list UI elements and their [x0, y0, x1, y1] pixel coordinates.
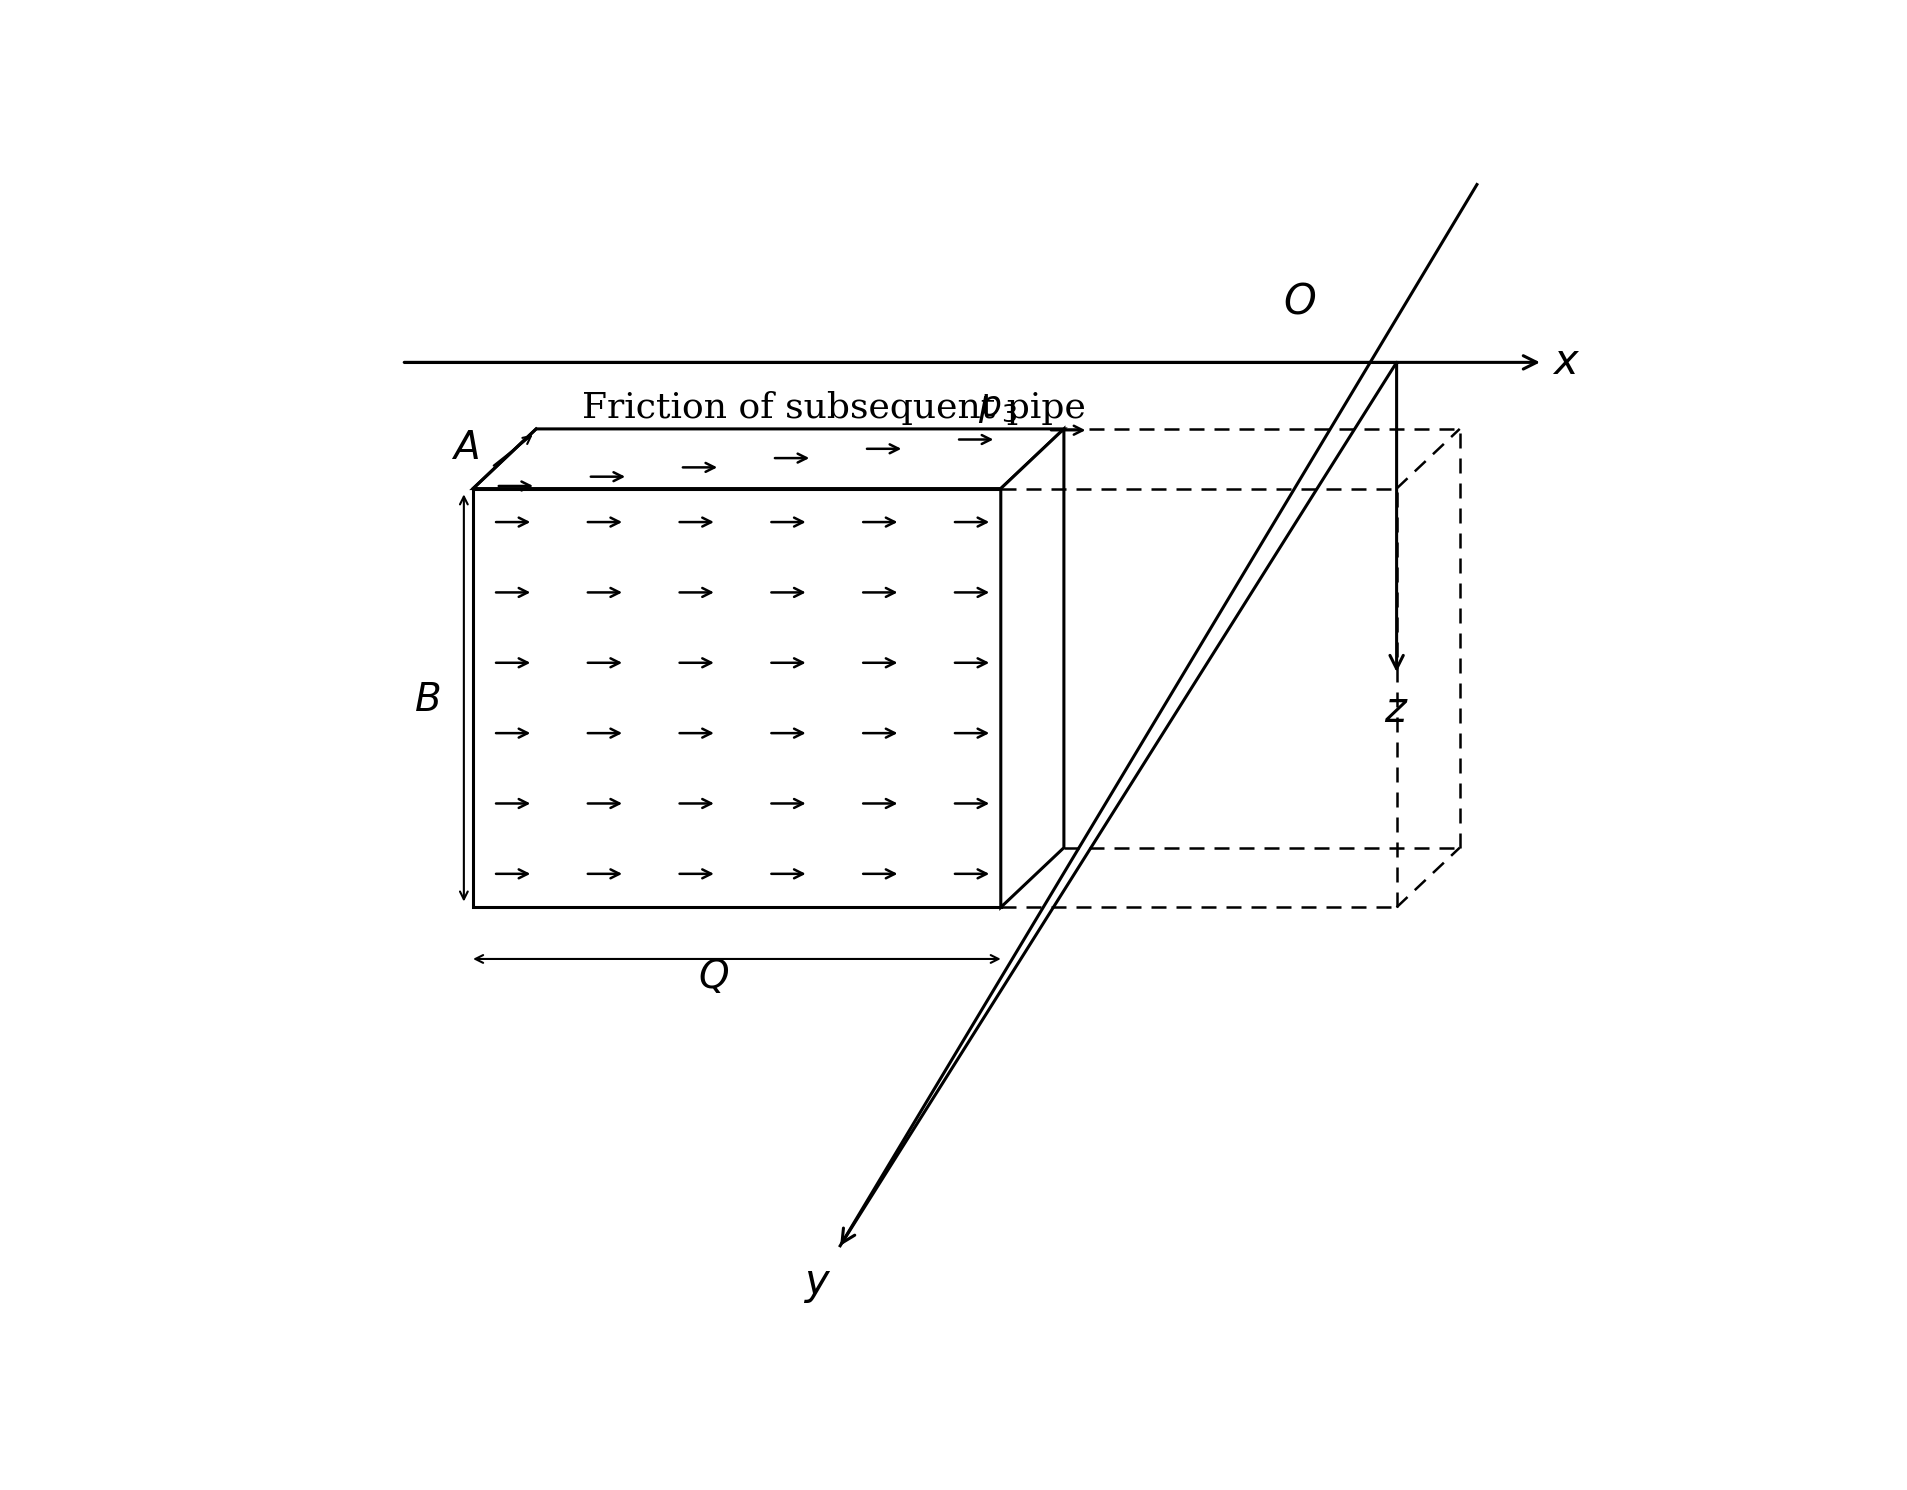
- Polygon shape: [473, 429, 1064, 489]
- Text: $A$: $A$: [450, 431, 479, 466]
- Text: $O$: $O$: [1282, 280, 1316, 322]
- Text: $z$: $z$: [1383, 690, 1407, 732]
- Text: $Q$: $Q$: [698, 957, 728, 995]
- Text: $B$: $B$: [414, 682, 441, 720]
- Text: $x$: $x$: [1550, 341, 1579, 383]
- Polygon shape: [1001, 429, 1064, 907]
- Text: $y$: $y$: [803, 1264, 831, 1305]
- Text: $p_3$: $p_3$: [976, 392, 1016, 425]
- Text: Friction of subsequent pipe: Friction of subsequent pipe: [582, 392, 1085, 425]
